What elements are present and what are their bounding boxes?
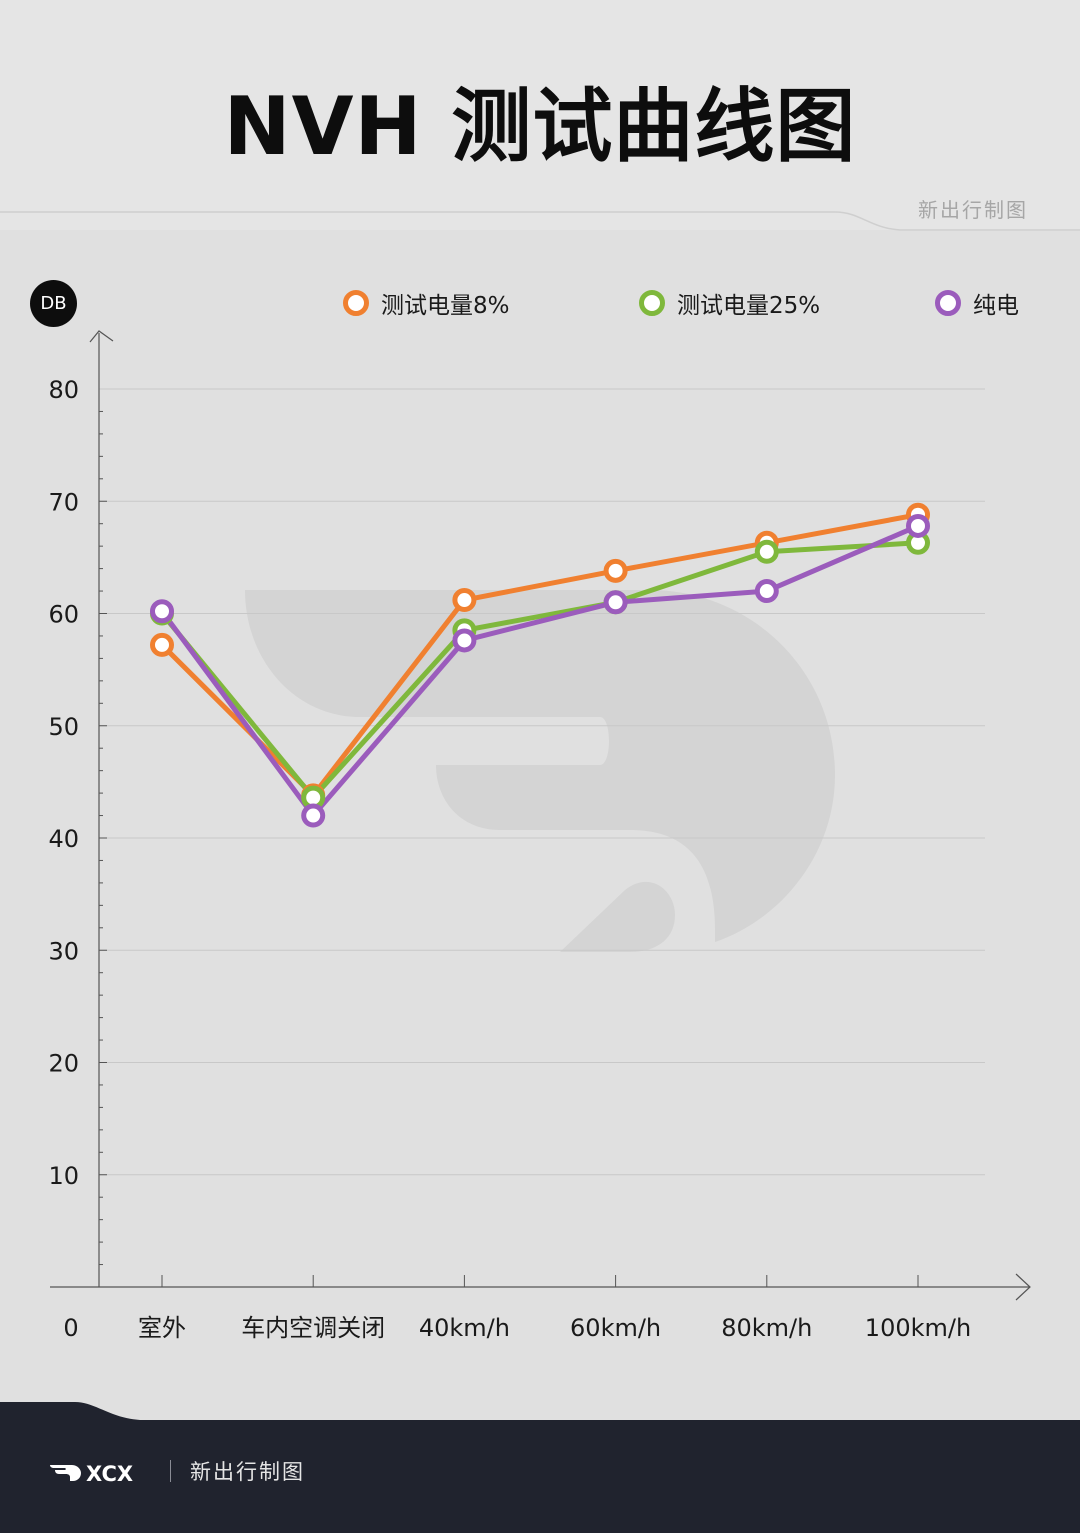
y-tick-label: 60 — [48, 601, 79, 629]
origin-label: 0 — [63, 1314, 78, 1342]
legend-marker-purple — [935, 290, 961, 316]
series-line-3 — [159, 523, 921, 819]
legend-item-battery-25: 测试电量25% — [639, 288, 821, 319]
footer-separator — [170, 1460, 171, 1482]
footer-brand-text: 新出行制图 — [190, 1460, 305, 1484]
data-point-series-3 — [603, 590, 628, 615]
legend-item-battery-8: 测试电量8% — [343, 288, 510, 319]
y-tick-label: 30 — [48, 937, 79, 965]
unit-badge: DB — [30, 280, 77, 327]
data-point-series-3 — [301, 803, 326, 828]
y-tick-label: 40 — [48, 825, 79, 853]
data-point-series-1 — [150, 632, 174, 657]
data-point-series-3 — [906, 513, 930, 538]
svg-text:XCX: XCX — [86, 1462, 133, 1484]
legend-marker-orange — [343, 290, 369, 316]
legend-label: 测试电量8% — [381, 293, 510, 319]
y-tick-label: 50 — [48, 713, 79, 741]
x-category-label: 80km/h — [721, 1314, 812, 1342]
data-point-series-1 — [603, 558, 628, 583]
y-tick-label: 20 — [48, 1050, 79, 1078]
x-category-label: 60km/h — [570, 1314, 661, 1342]
xcx-logo: XCX — [50, 1462, 133, 1484]
brand-note: 新出行制图 — [918, 198, 1028, 222]
data-point-series-3 — [452, 628, 477, 653]
series-line-2 — [159, 540, 921, 801]
x-category-label: 车内空调关闭 — [241, 1314, 385, 1342]
y-tick-label: 10 — [48, 1162, 79, 1190]
legend-item-pure-electric: 纯电 — [935, 288, 1019, 319]
y-tick-label: 80 — [48, 376, 79, 404]
header-band — [0, 0, 1080, 230]
footer-bar — [0, 1400, 1080, 1533]
data-point-series-3 — [754, 579, 779, 604]
x-category-label: 40km/h — [419, 1314, 510, 1342]
header-divider — [0, 211, 1080, 231]
x-category-label: 室外 — [138, 1314, 186, 1342]
x-axis-arrow — [1015, 1273, 1031, 1301]
data-point-series-1 — [452, 588, 477, 613]
legend-label: 纯电 — [973, 293, 1019, 319]
x-category-label: 100km/h — [865, 1314, 971, 1342]
legend-label: 测试电量25% — [677, 293, 821, 319]
y-axis-arrow — [89, 330, 114, 343]
page-title: NVH 测试曲线图 — [223, 80, 857, 173]
data-point-series-2 — [754, 539, 779, 564]
watermark-logo — [245, 590, 835, 952]
y-tick-label: 70 — [48, 488, 79, 516]
legend-marker-green — [639, 290, 665, 316]
data-point-series-3 — [150, 599, 174, 624]
nvh-line-chart: 10 20 30 40 50 60 70 80 0 室外 车内空调关闭 40km/h 60km/h 80k… — [48, 330, 1031, 1342]
